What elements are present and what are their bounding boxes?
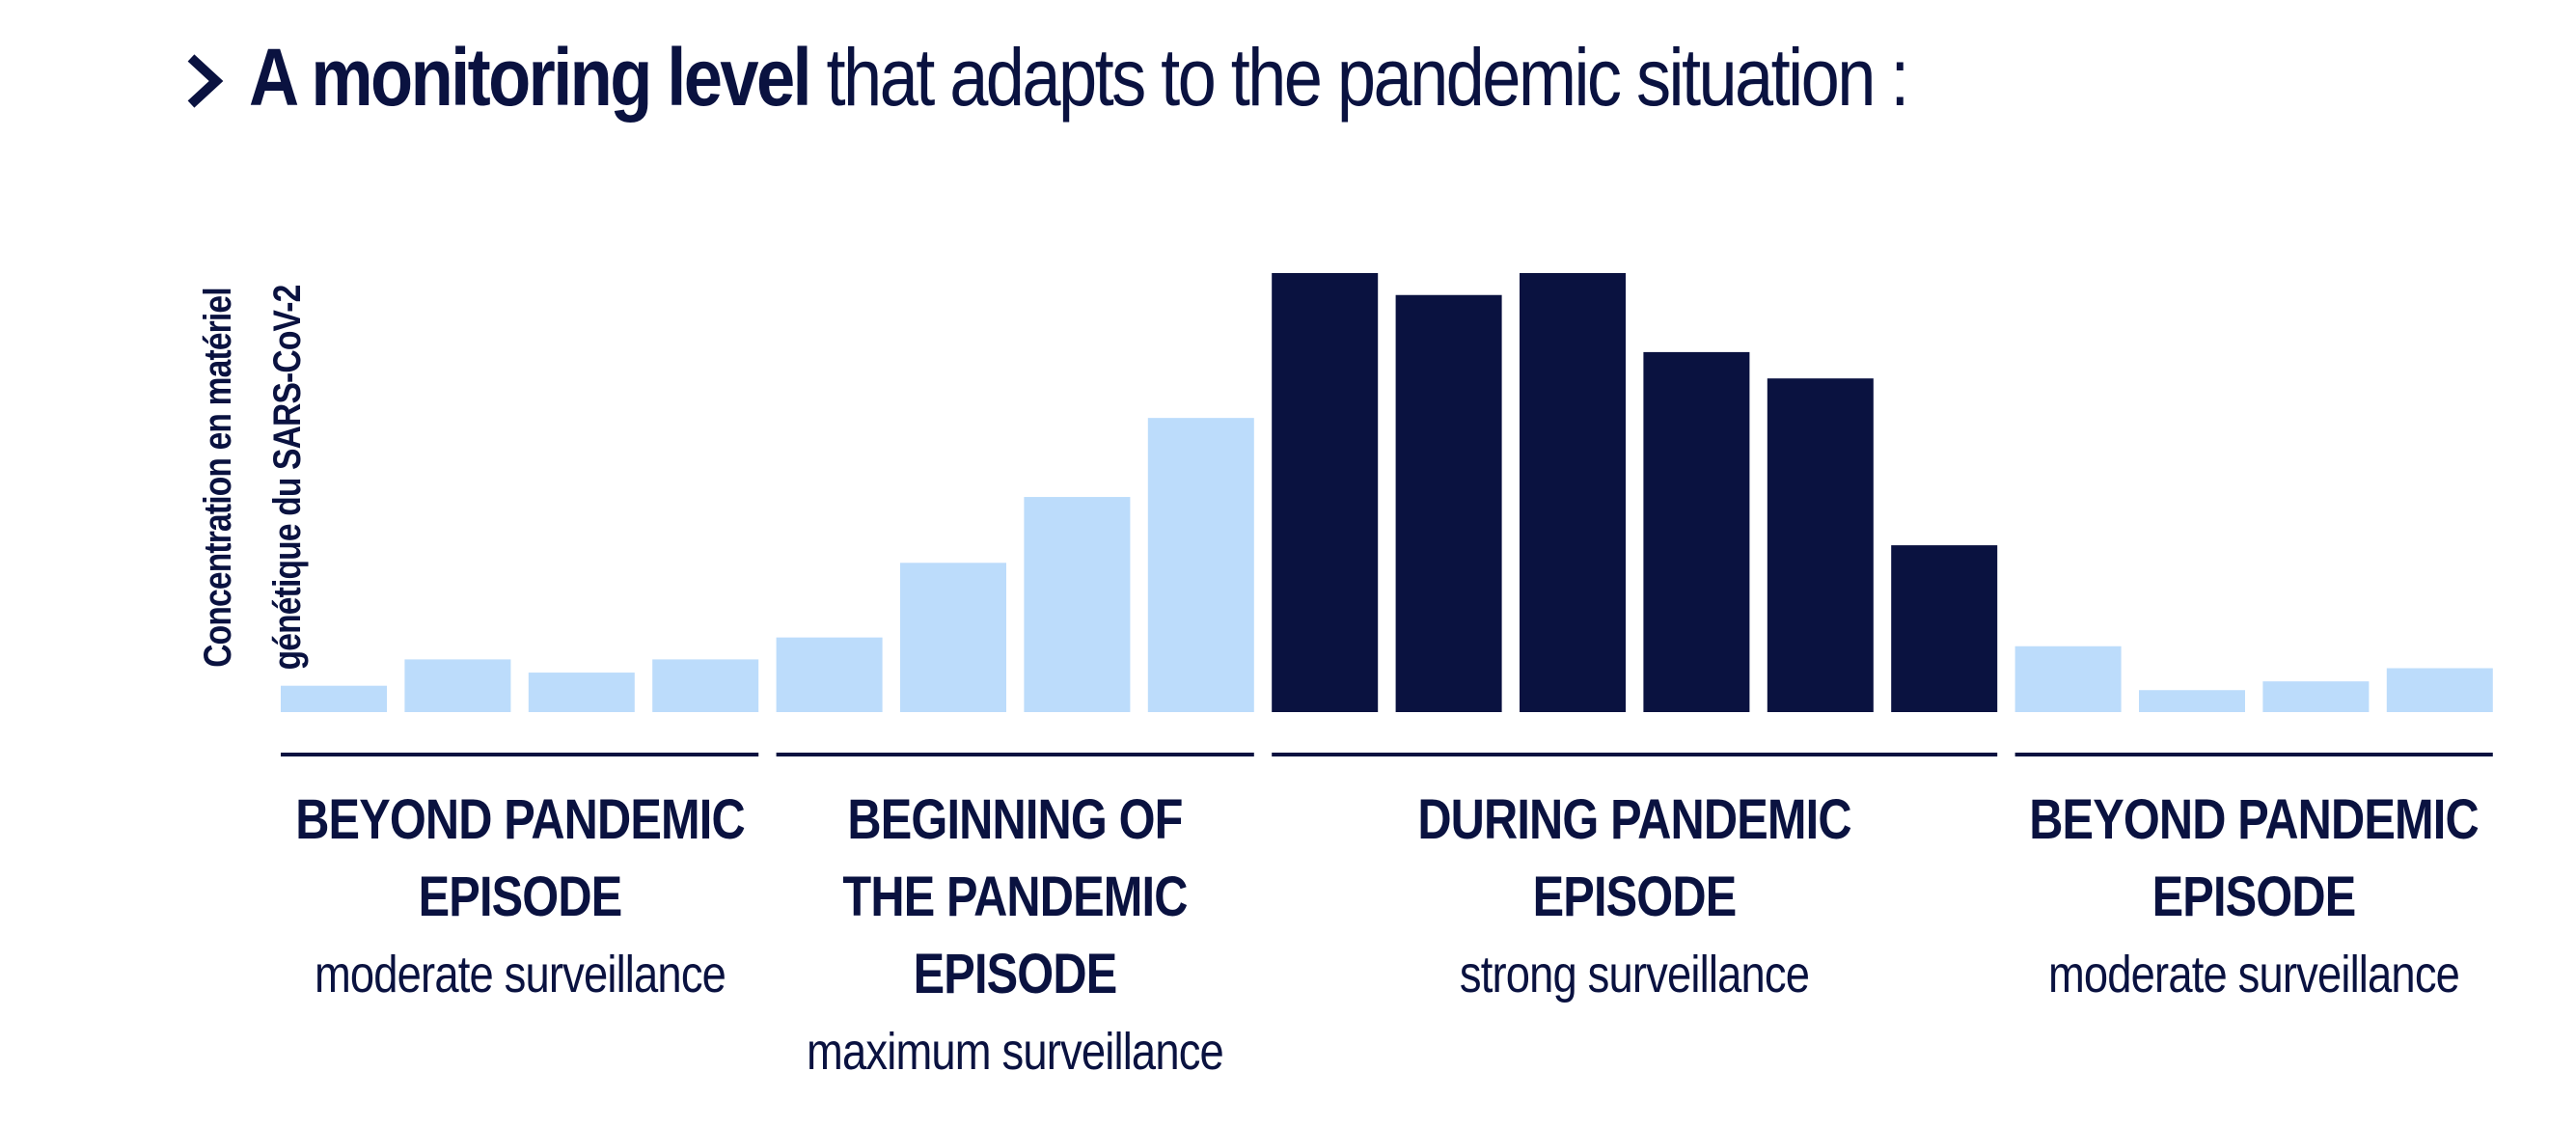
bar-18 — [2386, 668, 2493, 712]
phase-label-4: BEYOND PANDEMIC EPISODE moderate surveilla… — [1984, 782, 2524, 1013]
phase-name-line: EPISODE — [913, 943, 1118, 1005]
bar-10 — [1395, 294, 1502, 712]
bar-2 — [404, 659, 511, 712]
phase-name-line: DURING PANDEMIC — [1417, 788, 1852, 851]
phase-name-line: EPISODE — [2151, 866, 2357, 928]
phase-name-line: EPISODE — [418, 866, 622, 928]
bar-15 — [2014, 646, 2122, 712]
bar-13 — [1767, 378, 1874, 712]
bar-8 — [1147, 418, 1254, 712]
bar-9 — [1272, 273, 1379, 712]
phase-surveillance-level: moderate surveillance — [2048, 946, 2460, 1003]
bar-3 — [528, 673, 635, 712]
phase-name-line: THE PANDEMIC — [842, 866, 1189, 928]
chevron-right-icon — [187, 54, 224, 108]
phase-name-line: BEYOND PANDEMIC — [2029, 788, 2479, 851]
bar-1 — [281, 685, 387, 712]
bar-12 — [1643, 351, 1750, 712]
bar-14 — [1891, 545, 1998, 712]
phase-name-line: BEGINNING OF — [847, 788, 1184, 851]
phase-label-1: BEYOND PANDEMIC EPISODE moderate surveilla… — [250, 782, 790, 1013]
bar-7 — [1024, 497, 1131, 712]
bar-17 — [2262, 681, 2370, 712]
phase-surveillance-level: maximum surveillance — [807, 1023, 1224, 1081]
chart-title-rest: that adapts to the pandemic situation : — [826, 32, 1910, 123]
bar-16 — [2139, 690, 2245, 712]
chart-title: A monitoring level that adapts to the pa… — [249, 27, 1910, 127]
phase-name-line: EPISODE — [1532, 866, 1738, 928]
bar-6 — [900, 563, 1006, 712]
phase-label-3: DURING PANDEMIC EPISODE strong surveillanc… — [1364, 782, 1905, 1013]
chart-title-strong: A monitoring level — [249, 32, 812, 123]
bar-5 — [776, 637, 883, 712]
phase-name-line: BEYOND PANDEMIC — [294, 788, 745, 851]
phase-surveillance-level: moderate surveillance — [314, 946, 726, 1003]
phase-label-2: BEGINNING OF THE PANDEMIC EPISODE maximum s… — [745, 782, 1285, 1090]
phase-surveillance-level: strong surveillance — [1460, 946, 1810, 1003]
bar-11 — [1520, 273, 1626, 712]
bar-4 — [652, 659, 759, 712]
